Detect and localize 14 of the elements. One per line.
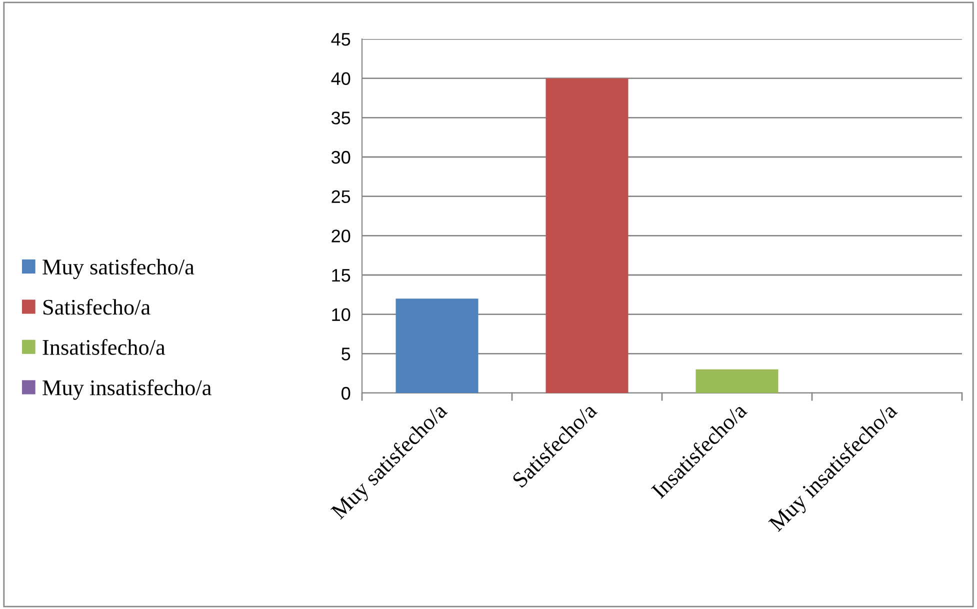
y-tick-label: 10 — [332, 308, 350, 322]
y-tick-label: 0 — [342, 386, 350, 400]
legend-label: Muy insatisfecho/a — [42, 379, 212, 400]
legend-label: Insatisfecho/a — [42, 339, 166, 355]
y-tick-label: 40 — [331, 72, 350, 86]
y-tick-label: 25 — [332, 190, 350, 204]
y-tick-label: 15 — [332, 269, 350, 282]
y-tick-label: 35 — [331, 112, 350, 124]
legend-label: Satisfecho/a — [43, 298, 150, 315]
legend-label: Muy satisfecho/a — [42, 258, 194, 280]
y-tick-label: 5 — [342, 348, 350, 360]
y-tick-label: 45 — [331, 33, 350, 46]
y-tick-label: 30 — [331, 150, 350, 164]
y-tick-label: 20 — [332, 230, 350, 242]
